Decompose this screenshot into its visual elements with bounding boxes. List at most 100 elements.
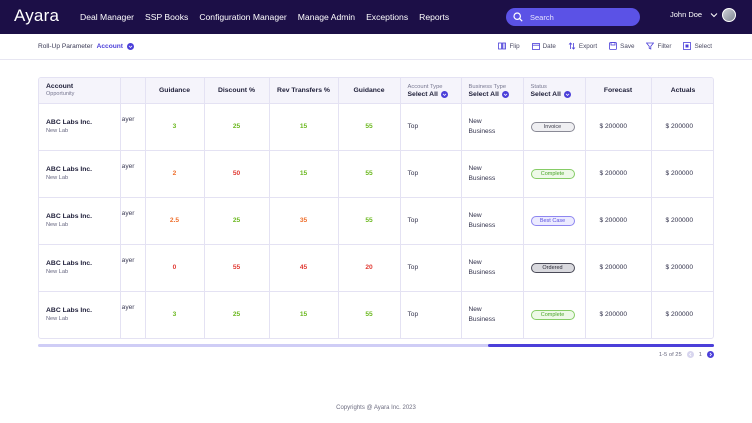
nav-deal-manager[interactable]: Deal Manager: [80, 12, 134, 22]
status-badge: Ordered: [530, 262, 575, 273]
guidance-cell: 55: [338, 197, 401, 245]
account-cell[interactable]: ABC Labs Inc. New Lab: [39, 244, 121, 292]
rollup-value-select[interactable]: Account: [96, 43, 123, 50]
toolbar: Roll-Up Parameter Account Flip Date Expo…: [0, 34, 752, 60]
nav-ssp-books[interactable]: SSP Books: [144, 12, 189, 22]
select-button[interactable]: Select: [683, 42, 712, 50]
discount-cell: 25: [204, 291, 270, 338]
col-guidance-1[interactable]: Guidance: [145, 78, 205, 104]
flip-icon: [498, 42, 507, 50]
discount-cell: 25: [204, 103, 270, 151]
status-cell: Ordered: [523, 244, 586, 292]
col-forecast[interactable]: Forecast: [585, 78, 652, 104]
account-type-cell: Top: [400, 150, 462, 198]
rev-transfers-cell: 35: [269, 197, 339, 245]
toolbar-actions: Flip Date Export Save Filter Select: [498, 42, 712, 50]
save-icon: [609, 42, 618, 50]
chevron-down-icon[interactable]: [440, 90, 448, 98]
nav-exceptions[interactable]: Exceptions: [366, 12, 409, 22]
col-player: [120, 78, 146, 104]
discount-cell: 25: [204, 197, 270, 245]
search-bar: [506, 8, 640, 26]
status-cell: Best Case: [523, 197, 586, 245]
search-icon: [513, 12, 523, 22]
nav-configuration-manager[interactable]: Configuration Manager: [199, 12, 287, 22]
status-cell: Invoice: [523, 103, 586, 151]
guidance-cell: 3: [145, 291, 205, 338]
col-account[interactable]: Account Opportunity: [39, 78, 121, 104]
main-nav: Deal Manager SSP Books Configuration Man…: [80, 0, 449, 34]
avatar[interactable]: [722, 8, 736, 22]
status-badge: Best Case: [530, 215, 575, 226]
save-button[interactable]: Save: [609, 42, 634, 50]
chevron-down-icon[interactable]: [563, 90, 571, 98]
account-cell[interactable]: ABC Labs Inc. New Lab: [39, 150, 121, 198]
account-cell[interactable]: ABC Labs Inc. New Lab: [39, 291, 121, 338]
table-row[interactable]: ABC Labs Inc. New Lab ayer 0 55 45 20 Top…: [39, 244, 713, 292]
guidance-cell: 3: [145, 103, 205, 151]
col-business-type[interactable]: Business Type Select All: [461, 78, 524, 104]
col-status[interactable]: Status Select All: [523, 78, 586, 104]
table-row[interactable]: ABC Labs Inc. New Lab ayer 2.5 25 35 55 T…: [39, 197, 713, 245]
nav-reports[interactable]: Reports: [419, 12, 450, 22]
rev-transfers-cell: 15: [269, 103, 339, 151]
app-logo[interactable]: Ayara: [14, 6, 60, 25]
actuals-cell: $ 200000: [651, 103, 713, 151]
guidance-cell: 55: [338, 291, 401, 338]
guidance-cell: 0: [145, 244, 205, 292]
date-button[interactable]: Date: [531, 42, 556, 50]
guidance-cell: 2: [145, 150, 205, 198]
business-type-cell: New Business: [461, 291, 524, 338]
filter-icon: [646, 42, 655, 50]
scrollbar-thumb[interactable]: [488, 344, 714, 347]
table-header-row: Account Opportunity Guidance Discount % …: [39, 78, 713, 104]
col-discount[interactable]: Discount %: [204, 78, 270, 104]
col-actuals[interactable]: Actuals: [651, 78, 713, 104]
forecast-cell: $ 200000: [585, 150, 652, 198]
search-input[interactable]: [530, 12, 630, 22]
rev-transfers-cell: 15: [269, 150, 339, 198]
table-row[interactable]: ABC Labs Inc. New Lab ayer 3 25 15 55 Top…: [39, 291, 713, 338]
top-navbar: Ayara Deal Manager SSP Books Configurati…: [0, 0, 752, 34]
chevron-down-icon[interactable]: [126, 43, 134, 50]
nav-manage-admin[interactable]: Manage Admin: [297, 12, 356, 22]
actuals-cell: $ 200000: [651, 197, 713, 245]
guidance-cell: 20: [338, 244, 401, 292]
col-rev-transfers[interactable]: Rev Transfers %: [269, 78, 339, 104]
actuals-cell: $ 200000: [651, 150, 713, 198]
flip-button[interactable]: Flip: [498, 42, 520, 50]
player-cell: ayer: [120, 103, 146, 151]
table-row[interactable]: ABC Labs Inc. New Lab ayer 3 25 15 55 Top…: [39, 103, 713, 151]
player-cell: ayer: [120, 291, 146, 338]
horizontal-scrollbar[interactable]: [38, 344, 714, 347]
footer-copyright: Copyrights @ Ayara Inc. 2023: [336, 405, 416, 411]
account-cell[interactable]: ABC Labs Inc. New Lab: [39, 197, 121, 245]
actuals-cell: $ 200000: [651, 291, 713, 338]
col-guidance-2[interactable]: Guidance: [338, 78, 401, 104]
guidance-cell: 55: [338, 150, 401, 198]
current-page[interactable]: 1: [698, 351, 702, 358]
discount-cell: 50: [204, 150, 270, 198]
actuals-cell: $ 200000: [651, 244, 713, 292]
account-type-cell: Top: [400, 291, 462, 338]
forecast-cell: $ 200000: [585, 197, 652, 245]
account-type-cell: Top: [400, 103, 462, 151]
col-account-type[interactable]: Account Type Select All: [400, 78, 462, 104]
data-table: Account Opportunity Guidance Discount % …: [38, 77, 714, 339]
pagination-range: 1-5 of 25: [658, 351, 682, 358]
calendar-icon: [531, 43, 540, 50]
chevron-down-icon[interactable]: [501, 90, 509, 98]
table-row[interactable]: ABC Labs Inc. New Lab ayer 2 50 15 55 Top…: [39, 150, 713, 198]
rollup-parameter: Roll-Up Parameter Account: [38, 43, 134, 50]
next-page-icon[interactable]: [707, 351, 714, 358]
filter-button[interactable]: Filter: [646, 42, 671, 50]
rollup-label: Roll-Up Parameter: [38, 43, 93, 50]
forecast-cell: $ 200000: [585, 244, 652, 292]
player-cell: ayer: [120, 150, 146, 198]
user-menu[interactable]: John Doe: [670, 10, 718, 19]
guidance-cell: 55: [338, 103, 401, 151]
prev-page-icon[interactable]: [686, 351, 694, 358]
account-cell[interactable]: ABC Labs Inc. New Lab: [39, 103, 121, 151]
pagination: 1-5 of 25 1: [659, 351, 714, 358]
export-button[interactable]: Export: [568, 42, 597, 50]
